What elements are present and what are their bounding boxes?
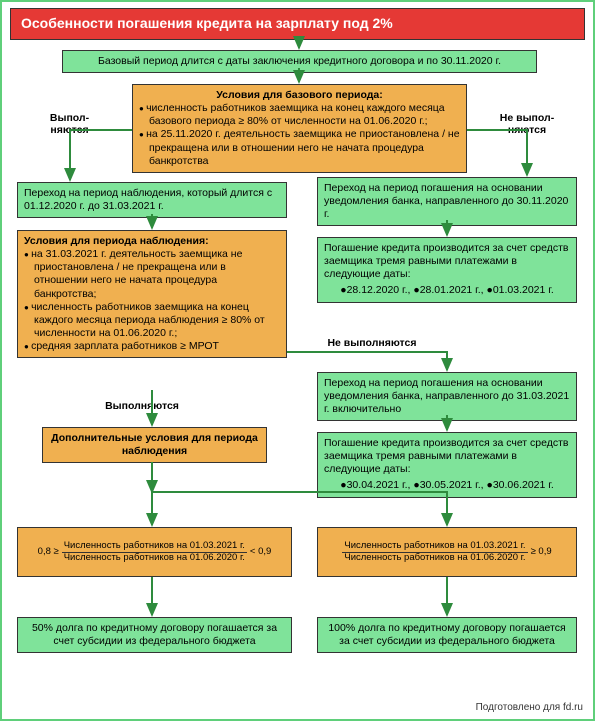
ratio-08: 0,8 ≥ <box>38 546 59 558</box>
base-period-text: Базовый период длится с даты заключения … <box>98 55 501 67</box>
ratio-frac-left: Численность работников на 01.03.2021 г. … <box>62 541 247 563</box>
base-conditions-box: Условия для базового периода: численност… <box>132 84 467 173</box>
obs-cond-2: численность работников заемщика на конец… <box>24 301 280 340</box>
ratio-ge09: ≥ 0,9 <box>531 546 552 558</box>
repay-transition-1-text: Переход на период погашения на основании… <box>324 182 568 220</box>
obs-cond-3: средняя зарплата работников ≥ МРОТ <box>24 340 280 353</box>
ratio-den-l: Численность работников на 01.06.2020 г. <box>62 553 247 563</box>
base-period-box: Базовый период длится с даты заключения … <box>62 50 537 73</box>
title-box: Особенности погашения кредита на зарплат… <box>10 8 585 40</box>
base-conditions-title: Условия для базового периода: <box>139 89 460 102</box>
ratio-lt09: < 0,9 <box>250 546 271 558</box>
base-cond-2: на 25.11.2020 г. деятельность заемщика н… <box>139 128 460 167</box>
observe-conditions-list: на 31.03.2021 г. деятельность заемщика н… <box>24 248 280 353</box>
observe-transition-text: Переход на период наблюдения, который дл… <box>24 187 272 212</box>
flowchart-canvas: Особенности погашения кредита на зарплат… <box>0 0 595 721</box>
repay-dates-2-intro: Погашение кредита производится за счет с… <box>324 437 570 476</box>
outcome-100-box: 100% долга по кредитному договору погаша… <box>317 617 577 653</box>
label-no-1: Не выпол- няются <box>492 112 562 136</box>
obs-cond-1: на 31.03.2021 г. деятельность заемщика н… <box>24 248 280 301</box>
ratio-left-box: 0,8 ≥ Численность работников на 01.03.20… <box>17 527 292 577</box>
ratio-den-r: Численность работников на 01.06.2020 г. <box>342 553 527 563</box>
extra-conditions-box: Дополнительные условия для периода наблю… <box>42 427 267 463</box>
label-no-2: Не выполняются <box>312 337 432 349</box>
ratio-num-l: Численность работников на 01.03.2021 г. <box>62 541 247 552</box>
label-yes-2: Выполняются <box>82 400 202 412</box>
repay-dates-1-box: Погашение кредита производится за счет с… <box>317 237 577 303</box>
title-text: Особенности погашения кредита на зарплат… <box>21 15 393 31</box>
repay-transition-2-box: Переход на период погашения на основании… <box>317 372 577 421</box>
repay-dates-2: ●30.04.2021 г., ●30.05.2021 г., ●30.06.2… <box>324 479 570 492</box>
outcome-50-box: 50% долга по кредитному договору погашае… <box>17 617 292 653</box>
repay-transition-1-box: Переход на период погашения на основании… <box>317 177 577 226</box>
repay-dates-1-intro: Погашение кредита производится за счет с… <box>324 242 570 281</box>
ratio-num-r: Численность работников на 01.03.2021 г. <box>342 541 527 552</box>
observe-conditions-box: Условия для периода наблюдения: на 31.03… <box>17 230 287 358</box>
outcome-50-text: 50% долга по кредитному договору погашае… <box>32 622 277 647</box>
base-cond-1: численность работников заемщика на конец… <box>139 102 460 128</box>
observe-conditions-title: Условия для периода наблюдения: <box>24 235 280 248</box>
ratio-frac-right: Численность работников на 01.03.2021 г. … <box>342 541 527 563</box>
ratio-right-box: Численность работников на 01.03.2021 г. … <box>317 527 577 577</box>
outcome-100-text: 100% долга по кредитному договору погаша… <box>328 622 565 647</box>
repay-dates-1: ●28.12.2020 г., ●28.01.2021 г., ●01.03.2… <box>324 284 570 297</box>
label-yes-1: Выпол- няются <box>37 112 102 136</box>
repay-transition-2-text: Переход на период погашения на основании… <box>324 377 569 415</box>
extra-conditions-text: Дополнительные условия для периода наблю… <box>51 432 258 457</box>
observe-transition-box: Переход на период наблюдения, который дл… <box>17 182 287 218</box>
repay-dates-2-box: Погашение кредита производится за счет с… <box>317 432 577 498</box>
base-conditions-list: численность работников заемщика на конец… <box>139 102 460 168</box>
footer-credit: Подготовлено для fd.ru <box>476 702 583 713</box>
